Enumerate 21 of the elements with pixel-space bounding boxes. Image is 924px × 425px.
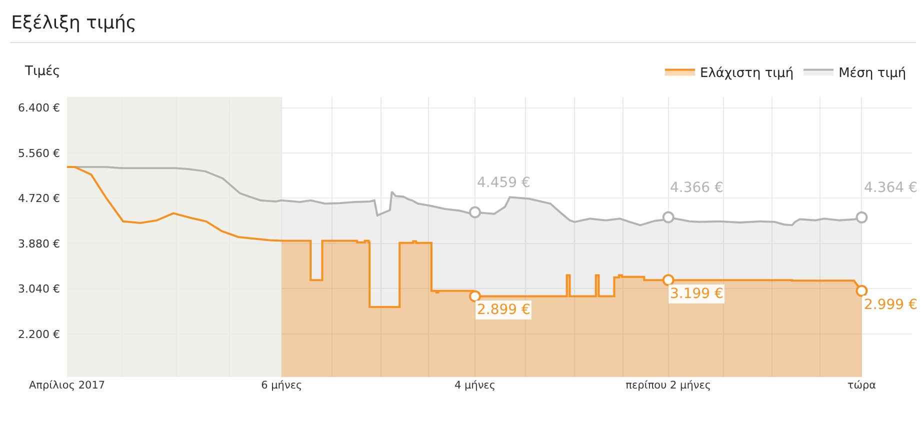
y-tick-label: 5.560 € [18,146,60,160]
legend-label: Ελάχιστη τιμή [700,66,794,81]
y-tick-label: 3.040 € [18,282,60,296]
x-tick-label: περίπου 2 μήνες [626,380,712,392]
y-tick-label: 3.880 € [18,237,60,250]
legend-label: Μέση τιμή [838,66,906,81]
x-tick-label: Απρίλιος 2017 [28,380,106,392]
x-tick-label: 4 μήνες [454,380,496,392]
annotation: 2.899 € [477,302,530,318]
y-axis-title: Τιμές [24,64,60,79]
y-tick-label: 4.720 € [18,192,60,206]
annotation: 3.199 € [670,286,724,302]
annotation: 4.366 € [670,180,724,196]
chart-title: Εξέλιξη τιμής [11,12,136,34]
x-tick-label: 6 μήνες [261,380,302,392]
annotation: 2.999 € [864,297,918,313]
y-tick-label: 6.400 € [18,102,60,115]
y-tick-label: 2.200 € [18,328,60,341]
x-tick-label: τώρα [847,380,876,392]
annotation: 4.364 € [864,180,918,196]
annotation: 4.459 € [477,175,530,191]
